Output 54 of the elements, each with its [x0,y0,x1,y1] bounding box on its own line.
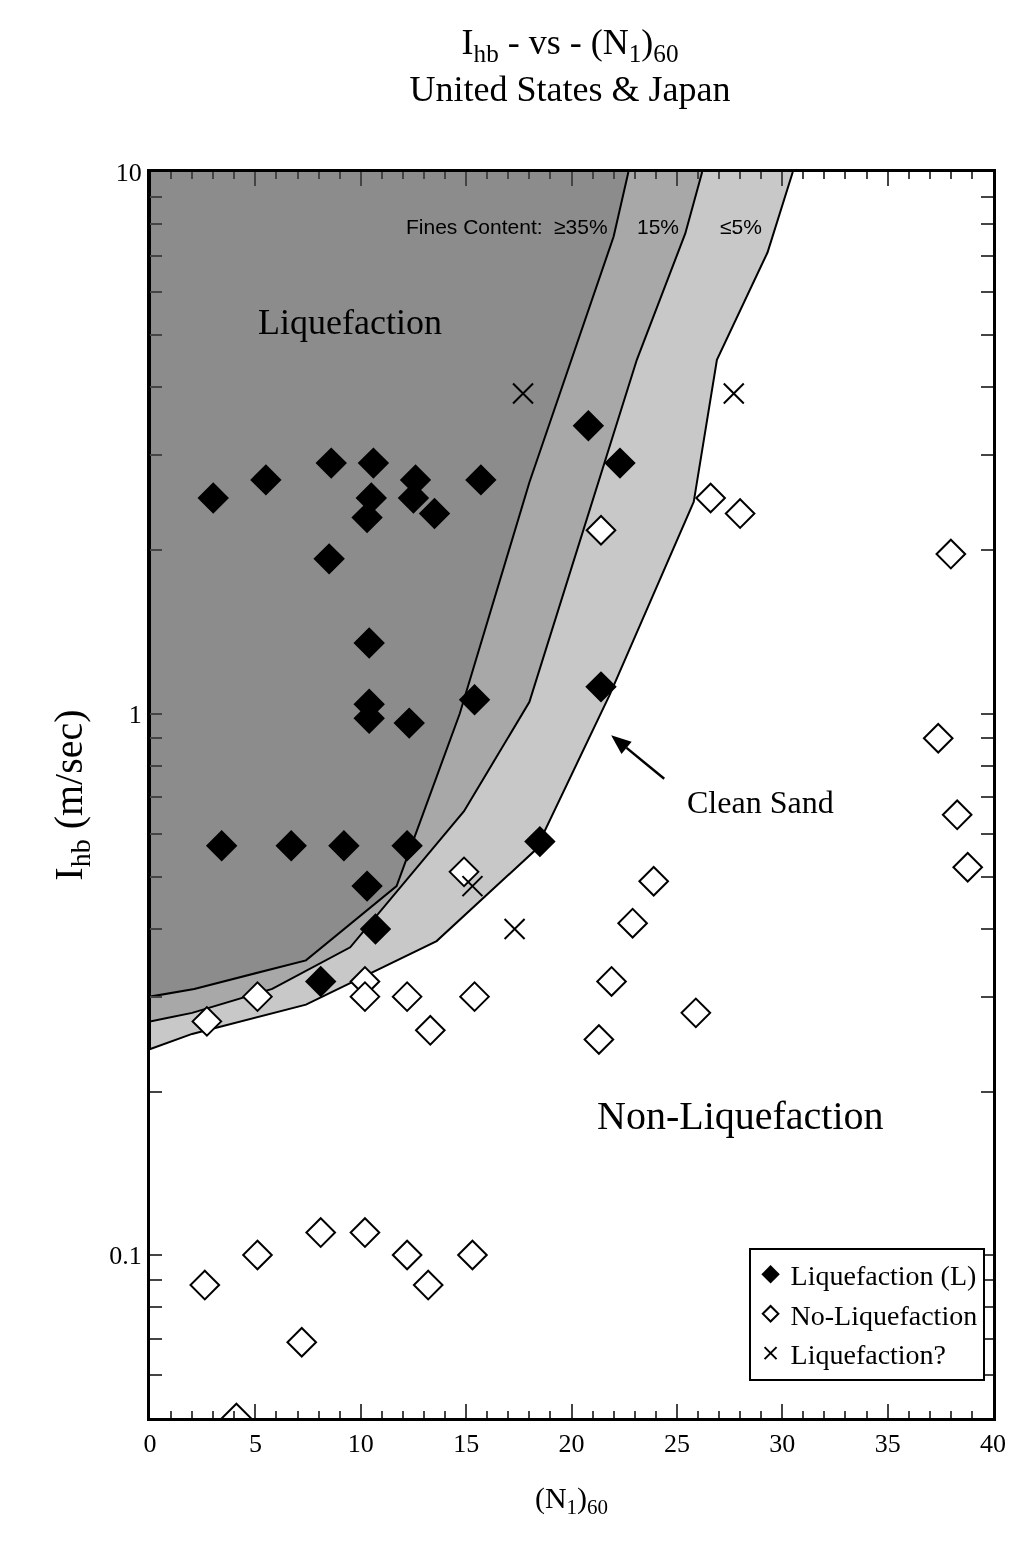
point [585,514,617,546]
point [315,447,347,479]
point [191,1006,223,1037]
point [573,410,604,441]
y-tick-label: 10 [115,158,142,188]
legend-label: No-Liquefaction [790,1299,978,1331]
point [419,498,450,529]
point [206,830,237,861]
x-tick-label: 25 [663,1429,690,1459]
x-tick-label: 5 [248,1429,262,1459]
point [465,464,497,496]
y-tick-label: 0.1 [109,1241,142,1271]
x-tick-label: 40 [980,1429,1006,1459]
y-tick-label: 1 [128,699,142,729]
point [393,707,425,739]
point [242,981,273,1012]
x-tick-label: 35 [874,1429,901,1459]
series-label: 15% [637,215,680,238]
series-label: ≤5% [720,215,762,238]
annotation: Non-Liquefaction [597,1093,884,1138]
x-tick-label: 30 [769,1429,796,1459]
point [275,830,307,861]
chart-title: I$_{hb}$ - vs - (N$_{1}$)$_{60}$ United States & Japan [409,22,731,110]
legend-label: Liquefaction (L) [790,1260,977,1292]
point [585,671,617,703]
point [358,447,389,479]
point [360,913,391,945]
point [503,917,526,940]
point [512,382,535,405]
annotation: Fines Content: [406,215,543,238]
point [313,543,345,575]
point [722,382,745,405]
legend-label: Liquefaction? [790,1339,947,1371]
point [353,627,385,659]
annotation: Liquefaction [258,302,442,342]
point [524,826,556,857]
annotation: Clean Sand [687,784,834,820]
x-tick-label: 10 [347,1429,374,1459]
series-label: ≥35% [554,215,608,238]
point [351,502,383,533]
point [459,684,490,716]
point [328,830,360,861]
x-tick-label: 20 [558,1429,585,1459]
point [351,870,383,902]
point [197,482,229,514]
point [391,830,423,861]
point [604,447,636,479]
point [461,875,484,898]
point [305,966,337,997]
x-axis-title: (N$_{1}$)$_{60}$ [534,1480,609,1519]
x-tick-label: 0 [143,1429,157,1459]
point [250,464,282,496]
x-tick-label: 15 [453,1429,480,1459]
point [448,856,480,888]
